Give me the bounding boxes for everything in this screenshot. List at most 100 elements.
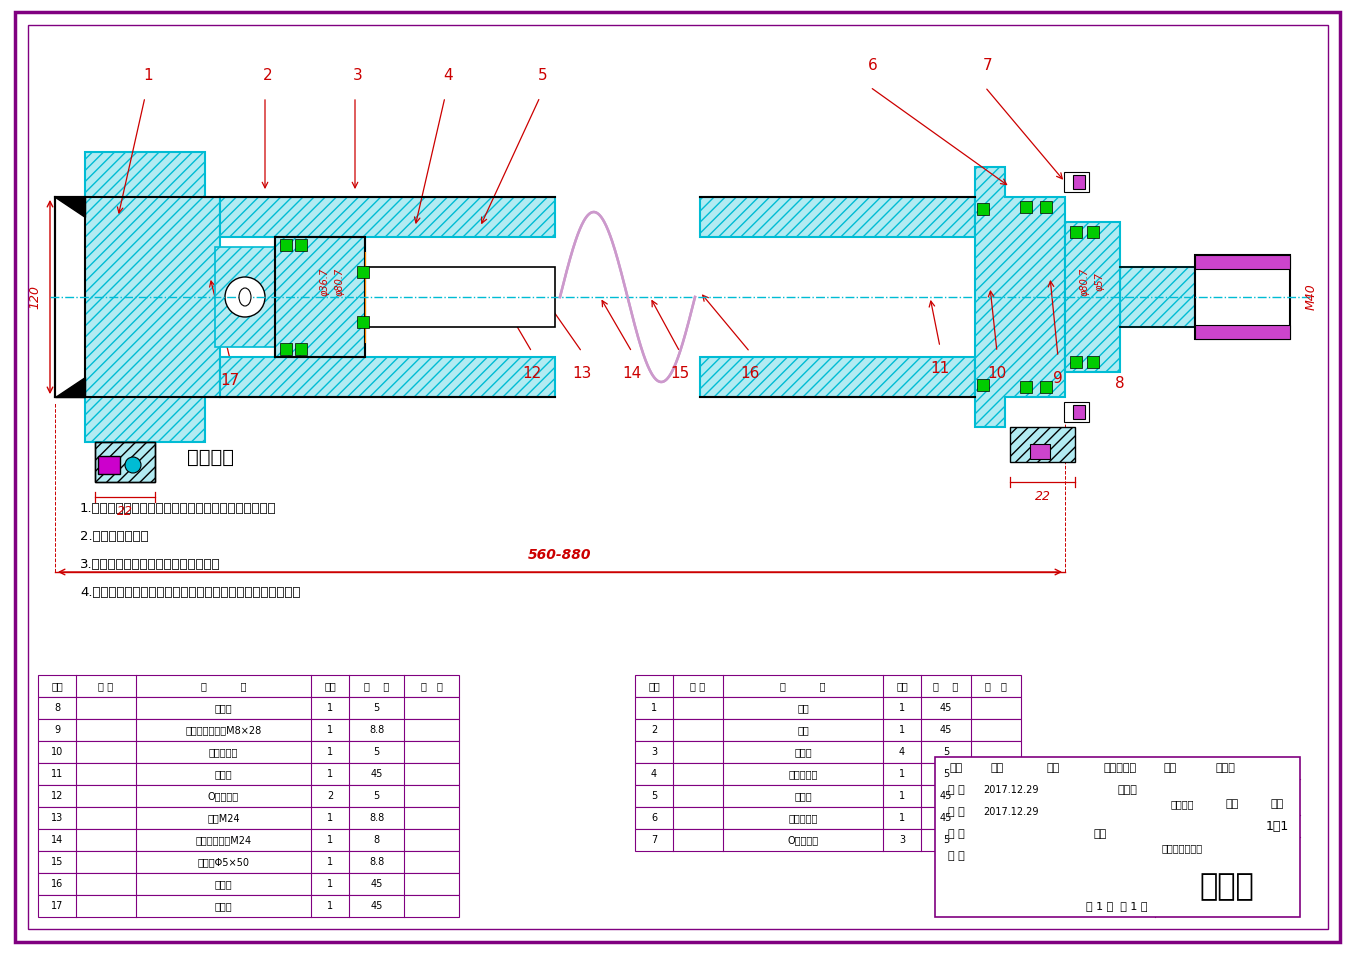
Text: 12: 12 [51,791,64,801]
Text: 阶段标记: 阶段标记 [1170,799,1194,809]
Text: 设 计: 设 计 [948,785,964,795]
Bar [56,197,85,397]
Text: 45: 45 [940,813,952,823]
Text: 5: 5 [374,791,379,801]
Text: 1: 1 [326,703,333,713]
Text: 名          称: 名 称 [200,681,246,691]
Text: φ80.7: φ80.7 [1080,268,1090,296]
Circle shape [125,457,141,473]
Bar [635,829,1021,851]
Text: 7: 7 [651,835,657,845]
Text: 4.总装配与调整过程中，严格按照先内后外的装配工艺顺序。: 4.总装配与调整过程中，严格按照先内后外的装配工艺顺序。 [80,586,301,599]
Polygon shape [219,357,555,397]
Text: 15: 15 [670,366,689,381]
Bar [1020,201,1032,213]
Text: 审 核: 审 核 [948,829,964,839]
Text: 1: 1 [326,879,333,889]
Circle shape [225,277,265,317]
Bar [1072,175,1085,189]
Text: 装配图: 装配图 [1200,873,1254,901]
Text: 8: 8 [54,703,60,713]
Text: 标记: 标记 [949,763,963,773]
Text: 1: 1 [899,725,904,735]
Text: 处数: 处数 [990,763,1003,773]
Text: 5: 5 [942,769,949,779]
Text: 1: 1 [326,901,333,911]
Text: 材    料: 材 料 [364,681,389,691]
Text: 8.8: 8.8 [368,725,385,735]
Polygon shape [215,247,275,347]
Text: 2.轴承清洗洁净；: 2.轴承清洗洁净； [80,530,149,543]
Text: 1: 1 [144,68,153,83]
Text: 1: 1 [326,857,333,867]
Bar [280,239,292,251]
Text: 11: 11 [51,769,64,779]
Text: 缸底: 缸底 [798,703,808,713]
Text: φ57: φ57 [1095,273,1105,292]
Text: 序号: 序号 [649,681,659,691]
Text: 闷端密封圈: 闷端密封圈 [209,747,238,757]
Text: 1: 1 [326,835,333,845]
Bar [1010,427,1075,462]
Bar [357,316,370,328]
Text: 共 1 张  第 1 张: 共 1 张 第 1 张 [1086,901,1148,911]
Bar [635,675,1021,697]
Bar [1040,201,1052,213]
Text: 120: 120 [28,285,42,309]
Bar [295,239,307,251]
Bar [1064,172,1089,192]
Bar [38,807,459,829]
Polygon shape [56,197,85,217]
Text: 进油口: 进油口 [215,879,233,889]
Text: 1: 1 [899,813,904,823]
Text: 技术要求: 技术要求 [187,448,233,467]
Text: 5: 5 [942,835,949,845]
Text: 数量: 数量 [324,681,336,691]
Text: 标准化: 标准化 [1117,785,1137,795]
Text: 1: 1 [899,791,904,801]
Text: 闷端密封圈: 闷端密封圈 [788,769,818,779]
Text: 16: 16 [51,879,64,889]
Text: 2017.12.29: 2017.12.29 [983,785,1039,795]
Bar [555,192,705,402]
Text: 单向阀: 单向阀 [215,901,233,911]
Text: 松紧导向套: 松紧导向套 [788,813,818,823]
Text: 14: 14 [623,366,642,381]
Text: 1: 1 [326,813,333,823]
Text: 6: 6 [868,58,877,73]
Text: 更改文件号: 更改文件号 [1104,763,1136,773]
Bar [635,741,1021,763]
Text: φ36.7: φ36.7 [320,268,330,296]
Text: 13: 13 [51,813,64,823]
Text: 开槽圆柱头螺钉M8×28: 开槽圆柱头螺钉M8×28 [185,725,261,735]
Text: 45: 45 [370,901,383,911]
Bar [635,719,1021,741]
Polygon shape [700,357,975,397]
Text: 活塞杆: 活塞杆 [795,791,812,801]
Bar [978,203,988,215]
Text: 4: 4 [899,747,904,757]
Polygon shape [1120,267,1196,327]
Bar [1072,405,1085,419]
Text: 平口销Φ5×50: 平口销Φ5×50 [198,857,249,867]
Bar [700,237,975,357]
Text: 5: 5 [374,747,379,757]
Text: 45: 45 [940,725,952,735]
Text: 3.螺栓拧紧力要适中，避免零件损坏；: 3.螺栓拧紧力要适中，避免零件损坏； [80,558,221,571]
Text: 13: 13 [573,366,592,381]
Polygon shape [1066,222,1120,372]
Text: 弹金属: 弹金属 [215,703,233,713]
Text: 8: 8 [1116,376,1125,391]
Text: 回油口: 回油口 [215,769,233,779]
Text: 1: 1 [899,769,904,779]
Text: 8: 8 [374,835,379,845]
Bar [38,763,459,785]
Text: 1: 1 [651,703,657,713]
Polygon shape [275,237,366,357]
Bar [95,442,154,482]
Polygon shape [85,152,219,442]
Bar [38,873,459,895]
Text: 45: 45 [940,703,952,713]
Text: 1.按图号清点零件，先组装部件，然后进行总体组装；: 1.按图号清点零件，先组装部件，然后进行总体组装； [80,502,276,515]
Bar [38,741,459,763]
